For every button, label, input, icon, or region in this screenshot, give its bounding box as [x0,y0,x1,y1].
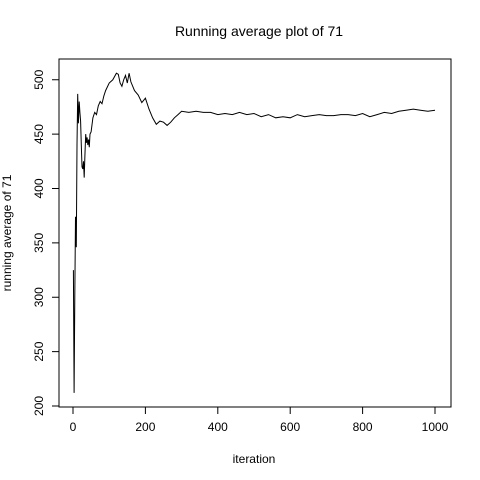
x-axis: 0 200 400 600 800 1000 [70,406,449,434]
y-axis: 200 250 300 350 400 450 500 [32,69,60,416]
y-tick-label: 300 [32,287,46,307]
plot-frame [58,58,452,408]
x-tick-label: 200 [135,420,155,434]
chart-title: Running average plot of 71 [175,23,343,39]
x-tick-label: 0 [70,420,77,434]
x-tick-label: 600 [280,420,300,434]
y-tick-label: 500 [32,69,46,89]
y-tick-label: 350 [32,233,46,253]
running-average-line [72,72,436,393]
y-tick-label: 450 [32,124,46,144]
x-tick-label: 1000 [422,420,449,434]
y-tick-label: 250 [32,341,46,361]
y-tick-label: 400 [32,178,46,198]
x-tick-label: 400 [208,420,228,434]
y-axis-label: running average of 71 [0,174,14,291]
x-axis-label: iteration [233,452,276,466]
y-tick-label: 200 [32,396,46,416]
x-tick-label: 800 [353,420,373,434]
